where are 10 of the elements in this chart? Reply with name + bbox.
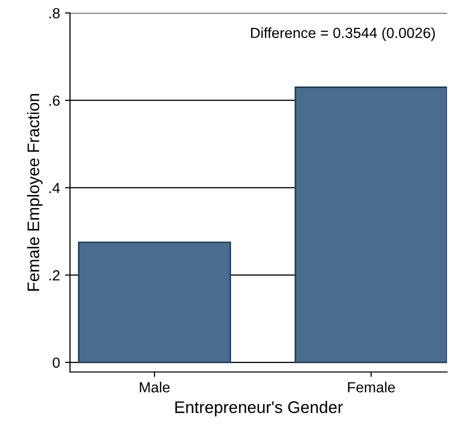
y-tick-label: .8 (49, 8, 60, 18)
y-axis-title: Female Employee Fraction (27, 94, 43, 291)
y-tick-label: .6 (49, 95, 60, 106)
x-tick-label: Male (140, 382, 170, 392)
y-tick-label: 0 (52, 357, 60, 368)
y-tick-label: .4 (49, 182, 60, 193)
x-axis-title: Entrepreneur's Gender (175, 400, 343, 416)
y-tick-label: .2 (49, 270, 60, 280)
x-tick-label: Female (348, 382, 395, 392)
annotation: Difference = 0.3544 (0.0026) (251, 27, 435, 41)
